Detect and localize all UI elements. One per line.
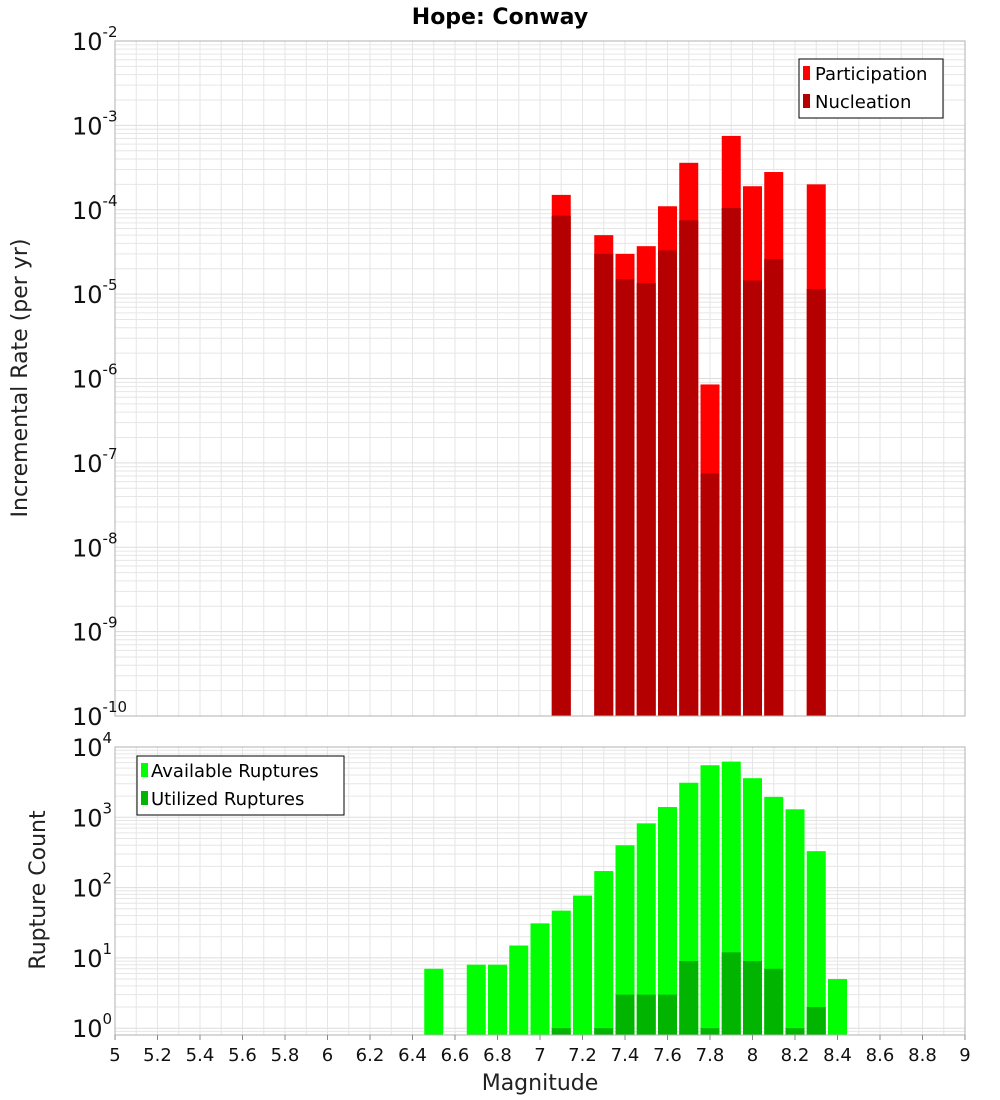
available-ruptures-bar	[509, 945, 529, 1035]
nucleation-bar	[594, 253, 614, 716]
utilized-ruptures-bar	[551, 1028, 571, 1035]
bottom-y-tick-label: 103	[72, 799, 112, 832]
chart-title: Hope: Conway	[412, 5, 588, 30]
utilized-ruptures-bar	[700, 1028, 720, 1035]
top-y-tick-label: 10-8	[72, 529, 118, 562]
nucleation-bar	[658, 250, 677, 717]
x-tick-label: 5.2	[143, 1045, 172, 1066]
nucleation-bar	[551, 215, 571, 717]
utilized-ruptures-bar	[594, 1028, 614, 1035]
utilized-ruptures-bar	[721, 952, 741, 1035]
top-y-tick-label: 10-6	[72, 361, 118, 394]
utilized-ruptures-bar	[785, 1028, 805, 1035]
available-ruptures-bar	[636, 823, 656, 1035]
nucleation-bar	[721, 207, 741, 716]
x-tick-label: 5	[109, 1045, 120, 1066]
bottom-y-tick-label: 101	[72, 940, 112, 973]
bottom-legend: Available Ruptures Utilized Ruptures	[136, 755, 345, 816]
bars	[551, 135, 826, 717]
x-tick-label: 6	[322, 1045, 333, 1066]
utilized-swatch	[141, 791, 148, 805]
available-ruptures-bar	[658, 807, 677, 1035]
x-tick-label: 7.4	[611, 1045, 640, 1066]
bottom-y-axis-label: Rupture Count	[26, 810, 51, 970]
top-legend-box	[798, 58, 944, 119]
available-ruptures-bar	[806, 851, 826, 1035]
available-ruptures-bar	[594, 871, 614, 1035]
x-tick-label: 5.6	[228, 1045, 257, 1066]
x-axis-label: Magnitude	[482, 1071, 599, 1096]
utilized-ruptures-bar	[636, 994, 656, 1035]
x-tick-label: 7.2	[568, 1045, 597, 1066]
x-tick-label: 8.8	[908, 1045, 937, 1066]
x-tick-label: 9	[959, 1045, 970, 1066]
utilized-ruptures-bar	[806, 1007, 826, 1035]
available-ruptures-bar	[615, 845, 635, 1035]
legend-participation: Participation	[815, 64, 927, 85]
nucleation-bar	[615, 279, 635, 716]
grid	[114, 40, 966, 717]
nucleation-bar	[743, 280, 762, 716]
top-y-tick-labels: 10-2 10-3 10-4 10-5 10-6 10-7 10-8 10-9 10-10	[72, 23, 127, 731]
available-ruptures-bar	[785, 809, 805, 1035]
participation-swatch	[803, 66, 810, 80]
bottom-y-tick-labels: 104 103 102 101 100	[72, 729, 112, 1043]
x-tick-label: 8.6	[866, 1045, 895, 1066]
bottom-plot	[114, 746, 966, 1036]
x-tick-label: 8	[747, 1045, 758, 1066]
top-y-tick-label: 10-9	[72, 614, 118, 647]
top-y-tick-label: 10-3	[72, 107, 118, 140]
x-tick-label: 5.8	[271, 1045, 300, 1066]
nucleation-bar	[636, 283, 656, 716]
available-ruptures-bar	[700, 765, 720, 1035]
utilized-ruptures-bar	[743, 961, 762, 1035]
top-y-tick-label: 10-7	[72, 445, 118, 478]
bars	[424, 761, 847, 1035]
bottom-y-tick-label: 104	[72, 729, 112, 762]
utilized-ruptures-bar	[615, 994, 635, 1035]
x-tick-label: 6.2	[356, 1045, 385, 1066]
bottom-y-tick-label: 102	[72, 870, 112, 903]
available-ruptures-bar	[424, 968, 444, 1035]
legend-utilized: Utilized Ruptures	[151, 789, 304, 810]
legend-available: Available Ruptures	[151, 761, 319, 782]
top-legend: Participation Nucleation	[798, 58, 944, 119]
available-ruptures-bar	[828, 979, 847, 1035]
top-y-axis-label: Incremental Rate (per yr)	[8, 239, 33, 518]
utilized-ruptures-bar	[764, 968, 784, 1035]
nucleation-bar	[700, 473, 720, 716]
utilized-ruptures-bar	[658, 994, 677, 1035]
x-tick-label: 7.6	[653, 1045, 682, 1066]
top-y-tick-label: 10-5	[72, 276, 118, 309]
x-tick-label: 7	[534, 1045, 545, 1066]
utilized-ruptures-bar	[679, 961, 699, 1035]
x-tick-label: 8.4	[823, 1045, 852, 1066]
available-ruptures-bar	[551, 910, 571, 1035]
x-tick-label: 6.4	[398, 1045, 427, 1066]
bottom-y-tick-label: 100	[72, 1010, 112, 1043]
top-plot	[114, 40, 966, 717]
available-ruptures-bar	[488, 964, 507, 1035]
x-tick-label: 6.8	[483, 1045, 512, 1066]
bottom-legend-box	[136, 755, 345, 816]
nucleation-bar	[679, 220, 699, 717]
nucleation-bar	[806, 289, 826, 716]
legend-nucleation: Nucleation	[815, 92, 911, 113]
plot-frame	[114, 40, 966, 717]
available-ruptures-bar	[466, 964, 486, 1035]
x-tick-label: 7.8	[696, 1045, 725, 1066]
x-tick-label: 5.4	[186, 1045, 215, 1066]
nucleation-bar	[764, 259, 784, 716]
available-ruptures-bar	[573, 895, 592, 1035]
available-swatch	[141, 763, 148, 777]
x-tick-labels: 5 5.2 5.4 5.6 5.8 6 6.2 6.4 6.6 6.8 7 7.2 7.4 7.6 7.8 8…	[109, 1035, 971, 1066]
available-ruptures-bar	[530, 923, 550, 1035]
x-tick-label: 6.6	[441, 1045, 470, 1066]
top-y-tick-label: 10-2	[72, 23, 118, 56]
top-y-tick-label: 10-10	[72, 698, 127, 731]
x-tick-label: 8.2	[781, 1045, 810, 1066]
nucleation-swatch	[803, 94, 810, 108]
top-y-tick-label: 10-4	[72, 192, 118, 225]
